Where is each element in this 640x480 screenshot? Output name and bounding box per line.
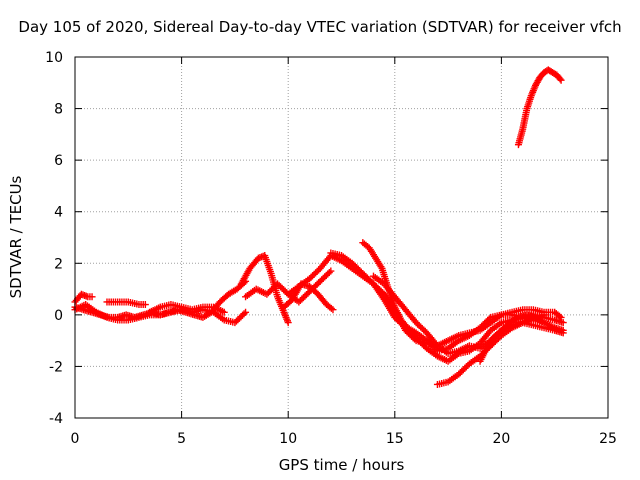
- y-tick-label: 0: [54, 308, 63, 324]
- data-point: [557, 76, 565, 84]
- y-tick-label: 10: [45, 50, 63, 66]
- data-point: [242, 308, 250, 316]
- data-points: [71, 66, 567, 388]
- x-tick-label: 10: [279, 431, 297, 447]
- data-point: [540, 311, 548, 319]
- data-point: [141, 301, 149, 309]
- y-tick-label: -2: [49, 359, 63, 375]
- grid-lines: [75, 57, 608, 418]
- y-tick-label: 8: [54, 102, 63, 118]
- data-point: [327, 267, 335, 275]
- data-point: [559, 319, 567, 327]
- data-series: [514, 66, 565, 149]
- data-series: [146, 301, 228, 316]
- data-series: [433, 311, 548, 388]
- y-tick-label: 4: [54, 205, 63, 221]
- chart-title: Day 105 of 2020, Sidereal Day-to-day VTE…: [18, 18, 622, 36]
- data-point: [485, 315, 493, 323]
- x-axis-label: GPS time / hours: [278, 456, 405, 474]
- data-point: [556, 75, 564, 83]
- y-tick-label: 2: [54, 256, 63, 272]
- x-tick-label: 15: [386, 431, 404, 447]
- y-tick-label: 6: [54, 153, 63, 169]
- data-point: [325, 268, 333, 276]
- data-point: [329, 306, 337, 314]
- data-point: [540, 319, 548, 327]
- x-tick-label: 25: [599, 431, 617, 447]
- x-tick-label: 5: [177, 431, 186, 447]
- data-series: [359, 239, 567, 355]
- data-series: [103, 298, 149, 309]
- data-point: [327, 304, 335, 312]
- axis-ticks: 0 5 10 15 20 25 -4 -2 0 2 4 6 8 10: [45, 50, 617, 447]
- y-tick-label: -4: [49, 411, 63, 427]
- data-series: [476, 311, 548, 365]
- data-point: [284, 319, 292, 327]
- x-tick-label: 0: [71, 431, 80, 447]
- data-point: [88, 293, 96, 301]
- data-point: [240, 310, 248, 318]
- data-point: [559, 329, 567, 337]
- data-point: [220, 308, 228, 316]
- data-series: [327, 249, 567, 365]
- x-tick-label: 20: [492, 431, 510, 447]
- plot-frame: [74, 56, 609, 419]
